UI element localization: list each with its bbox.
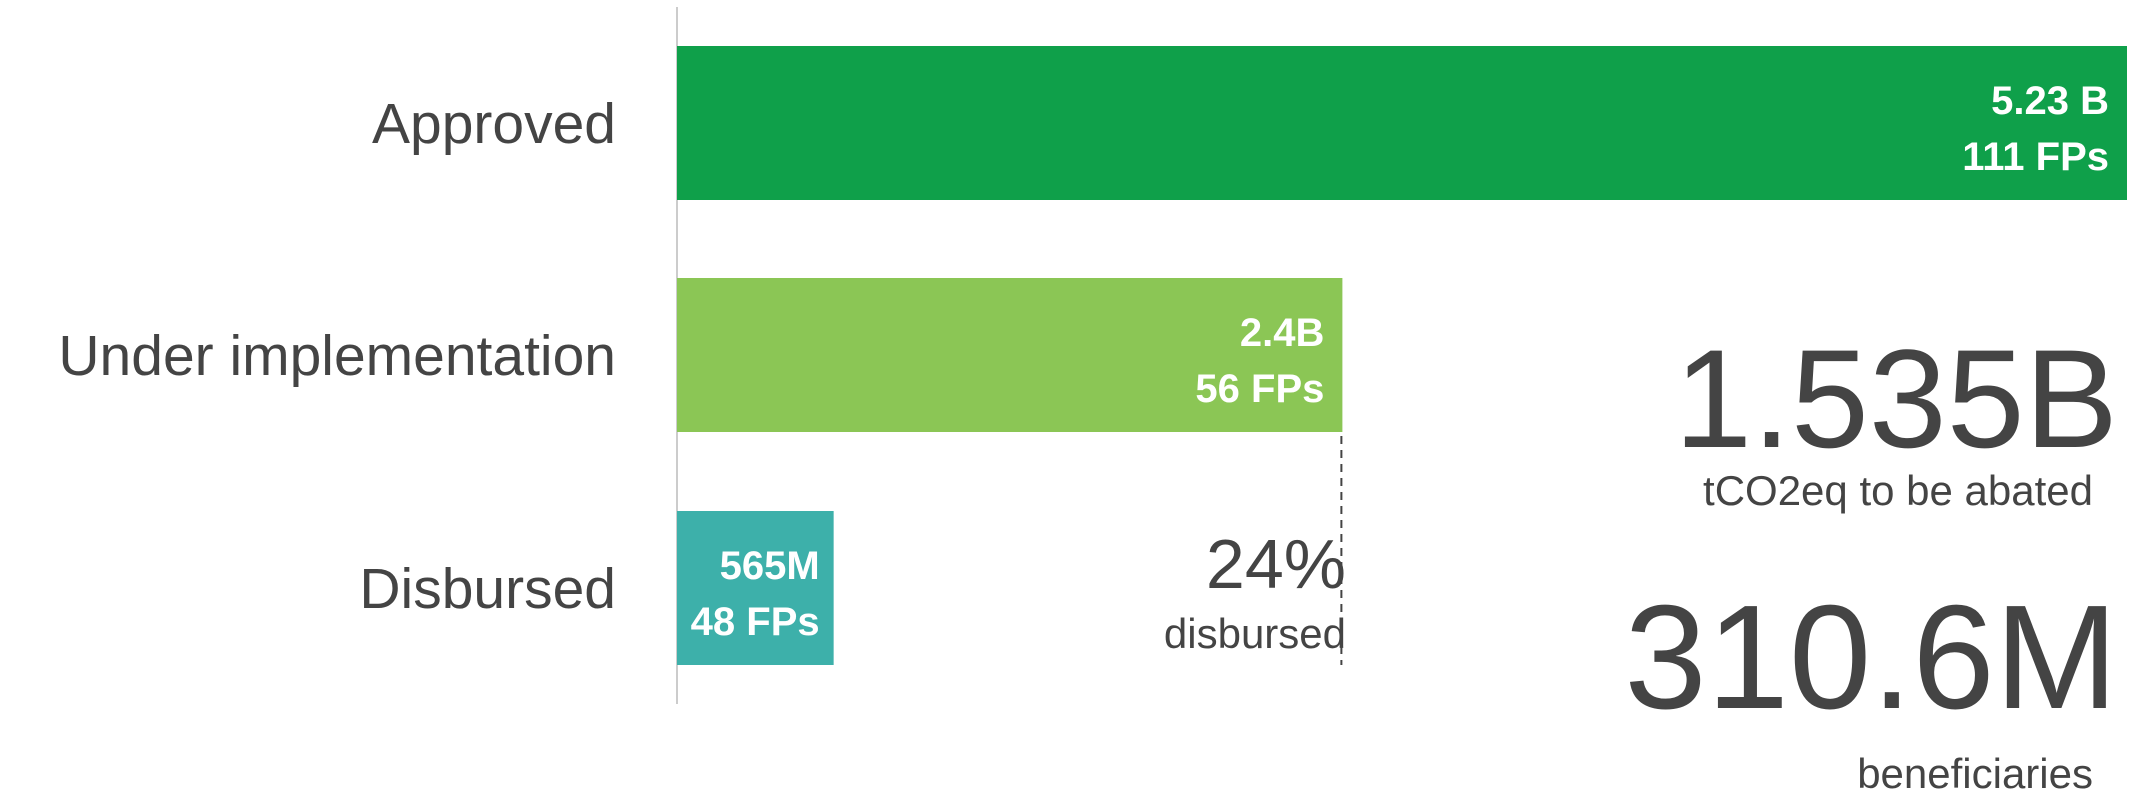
stat-value: 310.6M [1624, 575, 2118, 740]
value-label: 2.4B [1240, 311, 1325, 355]
bar [677, 511, 834, 665]
value-label: 565M [720, 544, 820, 588]
value-label: 5.23 B [1991, 79, 2109, 123]
category-label: Disbursed [359, 557, 616, 621]
share-value: 24% [1206, 525, 1346, 603]
bar [677, 46, 2127, 200]
category-label: Approved [372, 92, 616, 156]
count-label: 111 FPs [1962, 135, 2109, 179]
stat-value: 1.535B [1674, 320, 2118, 477]
bar [677, 278, 1343, 432]
stat-label: tCO2eq to be abated [1703, 467, 2093, 514]
count-label: 56 FPs [1195, 367, 1324, 411]
share-label: disbursed [1164, 610, 1346, 657]
category-label: Under implementation [58, 324, 616, 388]
stat-label: beneficiaries [1857, 750, 2093, 797]
count-label: 48 FPs [691, 600, 820, 644]
